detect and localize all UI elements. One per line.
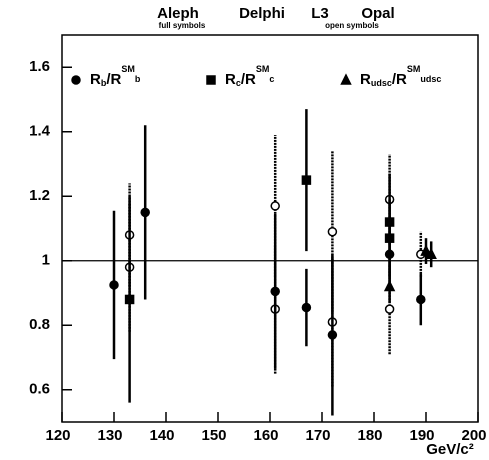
y-tick-label: 1.6: [29, 58, 50, 75]
x-tick-label: 180: [357, 427, 382, 444]
legend-label: Rudsc/RSMudsc: [360, 64, 441, 88]
legend-label-part: /R: [241, 71, 256, 88]
point: [301, 302, 312, 313]
x-axis-label: GeV/c²: [426, 441, 474, 458]
point: [383, 279, 396, 292]
point: [71, 75, 81, 85]
legend-label-part: SM: [407, 64, 421, 74]
point: [327, 330, 338, 340]
point: [124, 294, 135, 305]
plot-frame: [61, 34, 479, 423]
legend-label-part: SM: [256, 64, 270, 74]
x-tick-label: 160: [253, 427, 278, 444]
legend-label-part: c: [269, 74, 274, 84]
point: [420, 244, 432, 256]
point: [340, 73, 352, 85]
point: [384, 304, 395, 314]
point: [384, 233, 395, 243]
y-tick-label: 0.6: [29, 381, 50, 398]
point: [270, 286, 280, 297]
annotation: open symbols: [325, 21, 379, 30]
y-tick-label: 0.8: [29, 316, 50, 333]
legend-label-part: b: [101, 78, 107, 88]
y-tick-label: 1.4: [29, 123, 51, 140]
legend-label-part: /R: [392, 71, 407, 88]
x-tick-label: 200: [461, 427, 486, 444]
legend-label-part: R: [90, 71, 101, 88]
legend-label-part: udsc: [371, 78, 392, 88]
x-tick-label: 190: [409, 427, 434, 444]
x-tick-label: 120: [45, 427, 70, 444]
legend-label: Rc/RSMc: [225, 64, 274, 88]
point: [425, 247, 437, 260]
point: [327, 226, 338, 237]
legend-label-part: c: [236, 78, 241, 88]
legend-label: Rb/RSMb: [90, 64, 141, 88]
legend-label-part: b: [135, 74, 141, 84]
annotation: full symbols: [159, 21, 206, 30]
point: [206, 75, 216, 85]
legend-label-part: udsc: [420, 74, 441, 84]
experiment: Aleph: [157, 5, 199, 22]
y-tick-label: 1.2: [29, 187, 50, 204]
point: [109, 280, 119, 290]
x-tick-label: 150: [201, 427, 226, 444]
point: [140, 207, 150, 218]
y-tick-label: 1: [42, 252, 50, 269]
legend-label-part: R: [225, 71, 236, 88]
point: [416, 294, 426, 305]
legend-label-part: R: [360, 71, 371, 88]
x-tick-label: 130: [97, 427, 122, 444]
x-tick-label: 170: [305, 427, 330, 444]
legend-label-part: /R: [106, 71, 121, 88]
x-tick-label: 140: [149, 427, 174, 444]
point: [270, 201, 280, 211]
experiment: Delphi: [239, 5, 285, 22]
experiment: L3: [311, 5, 329, 22]
experiment: Opal: [361, 5, 394, 22]
legend-label-part: SM: [121, 64, 135, 74]
point: [301, 175, 312, 185]
